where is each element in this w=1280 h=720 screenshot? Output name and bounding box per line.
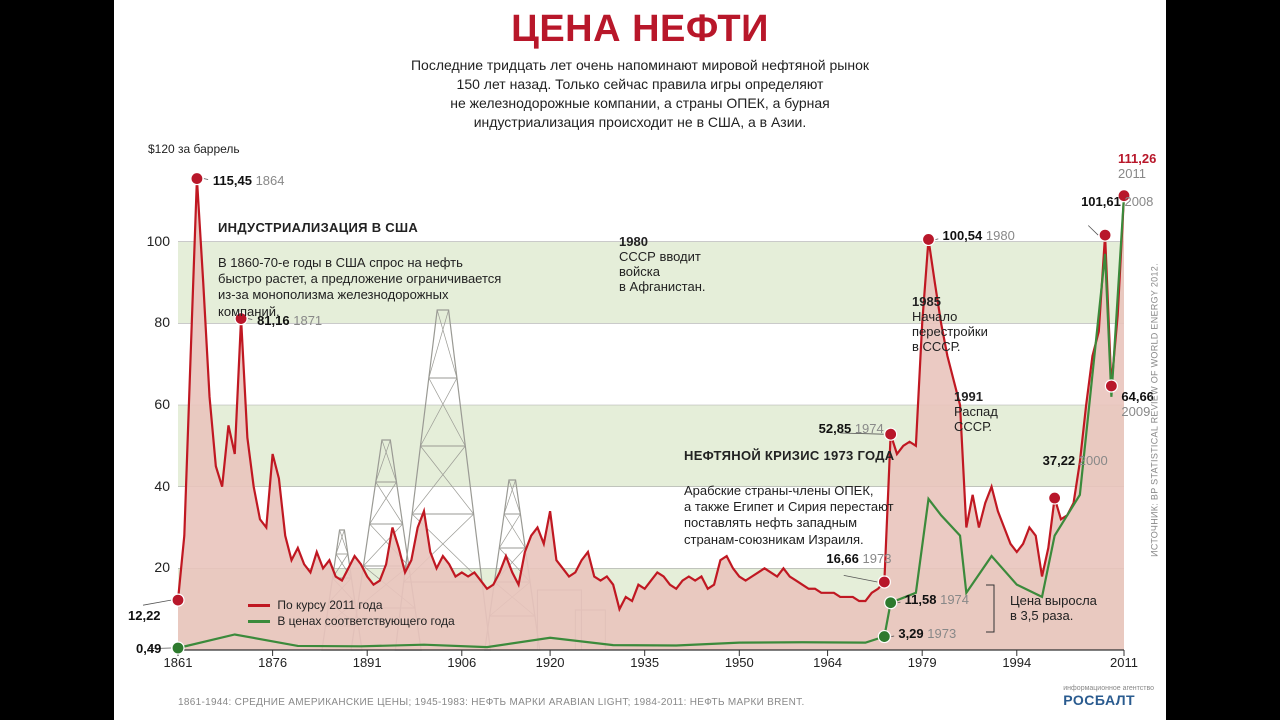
rosbalt-logo: информационное агентство РОСБАЛТ [1063, 685, 1154, 708]
x-tick: 1891 [353, 655, 382, 670]
x-tick: 1876 [258, 655, 287, 670]
growth-callout: Цена выросла в 3,5 раза. [1010, 594, 1097, 624]
source-credit: ИСТОЧНИК: BP STATISTICAL REVIEW OF WORLD… [1150, 263, 1160, 557]
y-tick: 40 [140, 478, 170, 494]
data-point-label: 100,54 1980 [942, 229, 1014, 244]
x-tick: 1950 [725, 655, 754, 670]
data-point-label: 111,26 2011 [1118, 152, 1166, 182]
data-point-label: 3,29 1973 [898, 627, 956, 642]
x-tick: 2011 [1110, 655, 1138, 670]
blurb-usa-title: ИНДУСТРИАЛИЗАЦИЯ В США [218, 220, 518, 236]
x-tick: 1935 [630, 655, 659, 670]
blurb-crisis-title: НЕФТЯНОЙ КРИЗИС 1973 ГОДА [684, 448, 944, 464]
legend-green-swatch [248, 620, 270, 623]
data-point-label: 12,22 [128, 609, 161, 624]
legend-green-label: В ценах соответствующего года [277, 614, 454, 628]
data-point-label: 115,45 1864 [213, 174, 285, 189]
blurb-crisis: НЕФТЯНОЙ КРИЗИС 1973 ГОДА Арабские стран… [684, 432, 944, 564]
logo-subtitle: информационное агентство [1063, 685, 1154, 692]
data-point-label: 101,61 2008 [1081, 195, 1153, 210]
data-point-label: 52,85 1974 [819, 422, 884, 437]
event-annotation: 1985Началоперестройкив СССР. [912, 295, 988, 355]
y-tick: 100 [140, 233, 170, 249]
x-tick: 1964 [813, 655, 842, 670]
y-tick: 20 [140, 559, 170, 575]
event-annotation: 1980СССР вводитвойскав Афганистан. [619, 235, 706, 295]
data-point-label: 11,58 1974 [905, 593, 969, 608]
blurb-crisis-body: Арабские страны-члены ОПЕК, а также Егип… [684, 483, 944, 548]
data-point-label: 16,66 1973 [826, 552, 891, 567]
data-point-label: 37,22 2000 [1043, 454, 1108, 469]
y-tick: 80 [140, 314, 170, 330]
legend-green: В ценах соответствующего года [248, 614, 455, 628]
x-tick: 1906 [447, 655, 476, 670]
footnote: 1861-1944: СРЕДНИЕ АМЕРИКАНСКИЕ ЦЕНЫ; 19… [178, 697, 805, 708]
oil-price-chart [114, 0, 1166, 720]
data-point-label: 81,16 1871 [257, 314, 322, 329]
x-tick: 1994 [1002, 655, 1031, 670]
blurb-usa-body: В 1860-70-е годы в США спрос на нефть бы… [218, 255, 518, 320]
x-tick: 1920 [536, 655, 565, 670]
y-tick: 60 [140, 396, 170, 412]
canvas: ЦЕНА НЕФТИ Последние тридцать лет очень … [114, 0, 1166, 720]
data-point-label: 0,49 [136, 642, 161, 657]
logo-main: РОСБАЛТ [1063, 692, 1135, 708]
x-tick: 1979 [908, 655, 937, 670]
x-tick: 1861 [164, 655, 193, 670]
event-annotation: 1991РаспадСССР. [954, 390, 998, 435]
legend-red-swatch [248, 604, 270, 607]
legend-red: По курсу 2011 года [248, 598, 383, 612]
legend-red-label: По курсу 2011 года [277, 598, 382, 612]
y-axis-label: $120 за баррель [148, 142, 240, 156]
